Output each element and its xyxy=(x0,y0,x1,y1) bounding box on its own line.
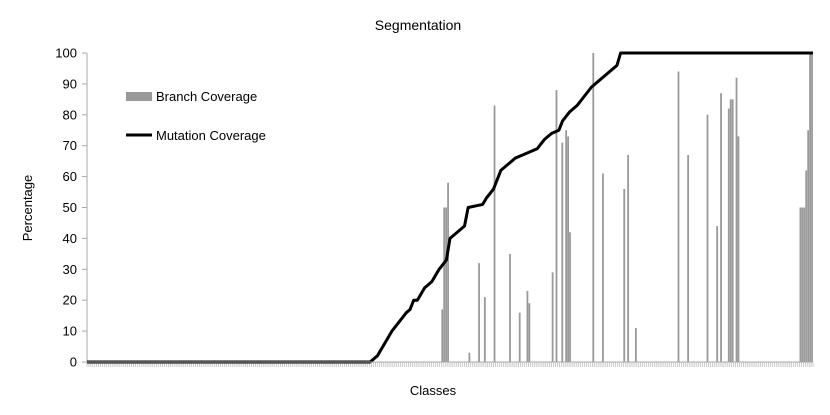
bar xyxy=(627,154,630,362)
bar xyxy=(565,130,568,362)
mutation-coverage-line xyxy=(87,51,813,364)
bar xyxy=(441,309,444,362)
bar xyxy=(551,272,554,362)
bar xyxy=(729,99,732,362)
y-tick-label: 10 xyxy=(63,324,77,339)
legend: Branch Coverage Mutation Coverage xyxy=(126,89,266,143)
bar xyxy=(526,290,529,362)
y-tick-label: 60 xyxy=(63,169,77,184)
bar xyxy=(807,130,810,362)
y-axis-label: Percentage xyxy=(20,175,35,242)
legend-swatch-branch-coverage xyxy=(126,92,152,101)
y-tick-label: 100 xyxy=(55,46,77,61)
y-tick-label: 90 xyxy=(63,76,77,91)
x-axis-label: Classes xyxy=(410,383,457,398)
y-tick-label: 30 xyxy=(63,262,77,277)
bar xyxy=(555,90,558,362)
bar xyxy=(509,253,511,362)
bar-series xyxy=(441,53,813,363)
y-tick-label: 50 xyxy=(63,200,77,215)
y-tick-label: 40 xyxy=(63,231,77,246)
bar xyxy=(803,207,806,362)
bar xyxy=(811,53,813,362)
bar xyxy=(528,303,531,362)
bar xyxy=(706,114,709,362)
bar xyxy=(727,108,730,363)
bar xyxy=(561,142,564,362)
bar xyxy=(720,93,722,363)
bar xyxy=(567,136,569,362)
bar xyxy=(447,182,449,362)
bar xyxy=(687,154,690,362)
bar xyxy=(443,207,446,362)
bar xyxy=(468,352,471,362)
bar xyxy=(737,136,740,362)
bar xyxy=(478,263,480,362)
legend-label-branch-coverage: Branch Coverage xyxy=(156,89,257,104)
bar xyxy=(623,188,626,362)
bar xyxy=(731,99,734,362)
bar xyxy=(805,170,808,362)
bar xyxy=(634,328,637,362)
bar xyxy=(602,173,604,362)
y-tick-label: 20 xyxy=(63,293,77,308)
bar xyxy=(809,53,811,362)
y-tick-label: 0 xyxy=(70,355,77,370)
bar xyxy=(735,77,738,362)
bar xyxy=(445,207,448,362)
chart-title: Segmentation xyxy=(375,17,461,33)
bar xyxy=(799,207,802,362)
legend-label-mutation-coverage: Mutation Coverage xyxy=(156,128,266,143)
bar xyxy=(483,297,486,362)
bar xyxy=(518,312,521,362)
y-tick-label: 80 xyxy=(63,107,77,122)
y-axis: 0 10 20 30 40 50 60 70 80 90 100 xyxy=(55,46,88,370)
bar xyxy=(716,226,719,362)
bar xyxy=(493,105,496,362)
bar xyxy=(801,207,804,362)
bar xyxy=(592,53,595,362)
y-tick-label: 70 xyxy=(63,138,77,153)
bar xyxy=(569,232,571,362)
bar xyxy=(677,71,680,362)
